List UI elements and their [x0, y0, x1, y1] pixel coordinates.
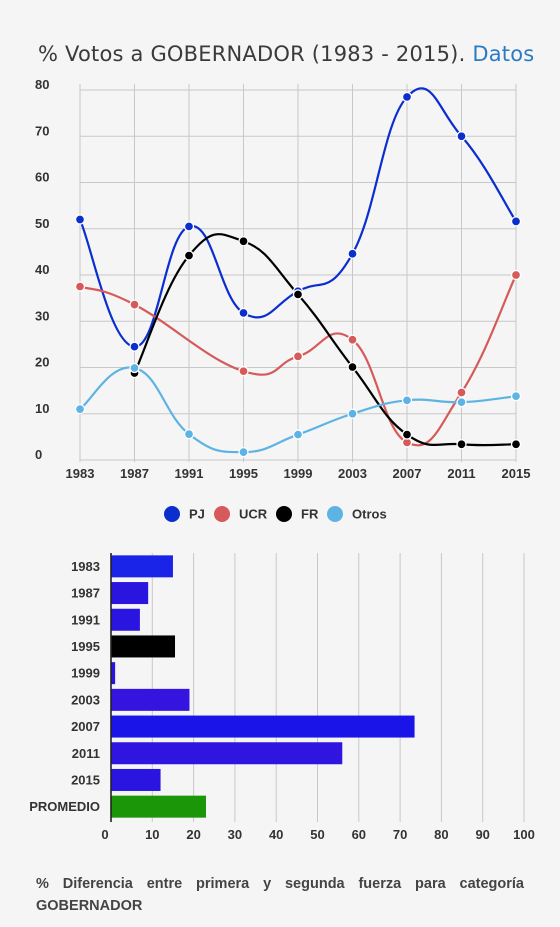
x-tick-label: 20	[186, 827, 200, 842]
data-point-fr	[183, 250, 195, 261]
legend-marker-pj	[164, 506, 180, 522]
y-tick-label: 60	[35, 170, 49, 185]
y-tick-label: 2015	[71, 772, 100, 787]
y-tick-label: 80	[35, 77, 49, 92]
x-tick-label: 2011	[447, 466, 475, 481]
y-tick-label: 1999	[71, 666, 100, 681]
legend-label-pj: PJ	[189, 507, 205, 522]
data-point-otros	[510, 391, 522, 402]
data-point-fr	[401, 429, 413, 440]
data-point-otros	[347, 408, 358, 419]
line-chart: 0 10 20 30 40 50 60 70 80 1983 1987 1991 1995 1999 200…	[35, 77, 531, 522]
bar	[111, 555, 173, 578]
y-tick-label: 1987	[71, 586, 100, 601]
data-point-pj	[183, 221, 195, 232]
data-point-pj	[456, 131, 467, 142]
data-point-ucr	[510, 269, 522, 281]
chart-title: % Votos a GOBERNADOR (1983 - 2015). Dato…	[38, 42, 534, 66]
bar	[111, 715, 415, 738]
title-text: % Votos a GOBERNADOR (1983 - 2015).	[38, 42, 466, 66]
data-point-otros	[238, 446, 249, 458]
y-tick-label: 2011	[72, 746, 100, 761]
y-tick-label: 1983	[71, 559, 100, 574]
x-tick-label: 1999	[284, 466, 313, 481]
data-point-fr	[238, 236, 249, 247]
x-tick-label: 70	[393, 827, 407, 842]
data-point-fr	[510, 439, 522, 450]
legend-label-ucr: UCR	[239, 507, 268, 522]
x-tick-label: 1991	[175, 466, 204, 481]
bar	[111, 768, 161, 791]
data-point-pj	[74, 214, 86, 225]
data-point-pj	[238, 307, 249, 319]
x-tick-label: 80	[434, 827, 448, 842]
data-point-otros	[292, 429, 304, 440]
data-point-fr	[347, 361, 358, 373]
bar-chart-caption: % Diferencia entre primera y segunda fue…	[36, 876, 524, 914]
bar	[111, 688, 190, 711]
data-point-ucr	[456, 387, 467, 398]
y-tick-label: 70	[35, 123, 49, 138]
data-point-otros	[401, 395, 413, 406]
data-point-ucr	[347, 334, 358, 345]
bar	[111, 635, 176, 658]
y-tick-label: 30	[35, 308, 49, 323]
legend-marker-fr	[276, 506, 292, 522]
data-point-fr	[456, 439, 467, 450]
y-tick-label: 1991	[71, 612, 100, 627]
legend-label-fr: FR	[301, 507, 319, 522]
data-point-fr	[292, 289, 304, 300]
x-tick-label: 90	[475, 827, 489, 842]
data-point-pj	[401, 91, 413, 103]
x-tick-label: 0	[101, 827, 108, 842]
y-tick-label: 50	[35, 216, 49, 231]
legend-marker-ucr	[214, 506, 230, 522]
data-point-otros	[456, 397, 467, 408]
data-point-pj	[347, 248, 358, 259]
bar	[111, 742, 343, 765]
data-point-pj	[510, 216, 522, 227]
x-tick-label: 1987	[120, 466, 149, 481]
legend-label-otros: Otros	[352, 507, 387, 522]
data-point-pj	[129, 341, 140, 352]
x-tick-label: 100	[513, 827, 535, 842]
y-tick-label: 20	[35, 355, 49, 370]
x-tick-label: 2015	[502, 466, 531, 481]
bar	[111, 795, 206, 818]
legend-marker-otros	[327, 506, 343, 522]
data-point-ucr	[292, 351, 304, 362]
y-tick-label: 40	[35, 262, 49, 277]
x-tick-label: 1995	[229, 466, 258, 481]
data-point-otros	[183, 428, 195, 440]
x-tick-label: 2003	[338, 466, 367, 481]
y-tick-label: 10	[35, 401, 49, 416]
bar-chart: 0 10 20 30 40 50 60 70 80 90 100 1983 1987 1991 1995 19…	[29, 553, 535, 842]
series-line-otros	[79, 366, 517, 454]
data-point-otros	[74, 403, 86, 415]
y-tick-label: 0	[35, 447, 42, 462]
x-tick-label: 1983	[66, 466, 95, 481]
data-point-otros	[129, 362, 140, 374]
y-tick-label: 1995	[71, 639, 100, 654]
y-tick-label: 2003	[71, 692, 100, 707]
data-point-ucr	[238, 366, 249, 377]
data-point-ucr	[129, 299, 140, 310]
y-tick-label: 2007	[71, 719, 100, 734]
x-tick-label: 50	[310, 827, 324, 842]
data-point-ucr	[74, 281, 86, 292]
x-tick-label: 30	[228, 827, 242, 842]
bar	[111, 582, 149, 605]
x-tick-label: 2007	[393, 466, 422, 481]
bar	[111, 662, 116, 685]
data-link[interactable]: Datos	[472, 42, 535, 66]
x-tick-label: 40	[269, 827, 283, 842]
x-tick-label: 10	[145, 827, 159, 842]
y-tick-label: PROMEDIO	[29, 799, 100, 814]
bar	[111, 608, 140, 631]
x-tick-label: 60	[352, 827, 366, 842]
